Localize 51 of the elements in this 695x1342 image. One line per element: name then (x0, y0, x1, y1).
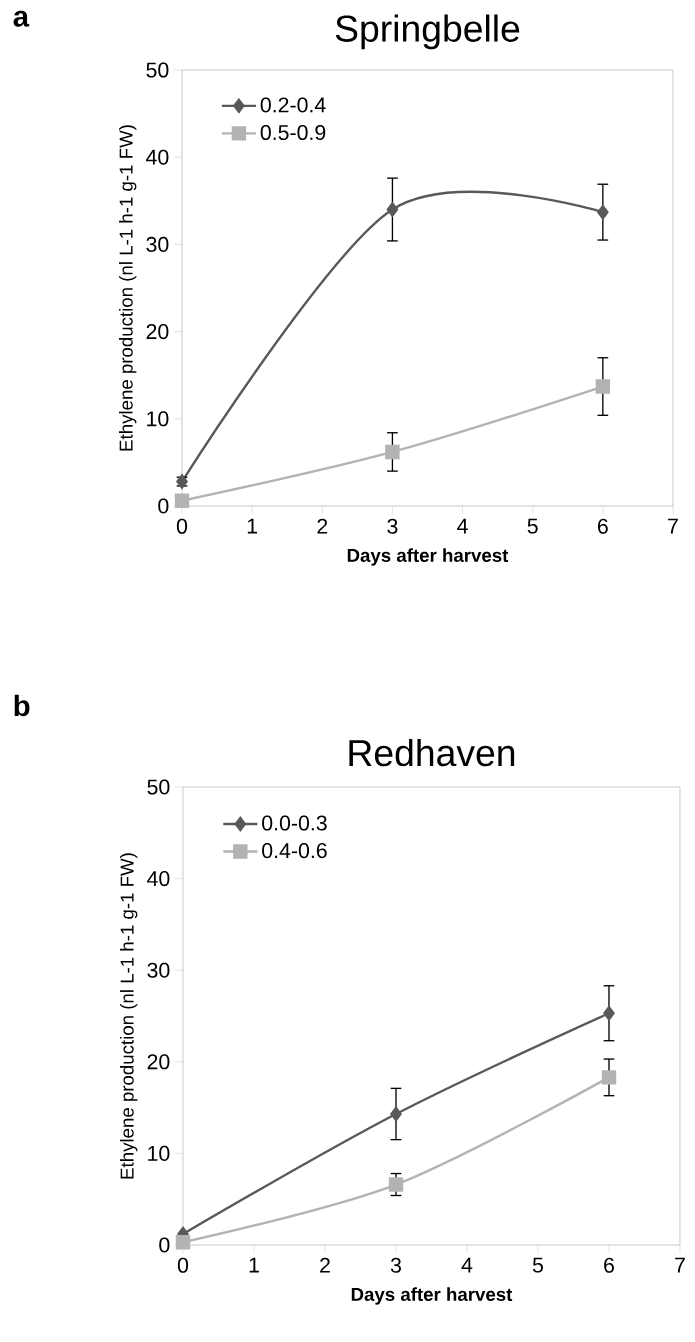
text: a (13, 10, 30, 27)
y-tick-label: 0 (158, 498, 169, 514)
y-tick-label: 50 (146, 62, 169, 78)
point (601, 1070, 617, 1085)
point (385, 444, 400, 460)
y-tick-label: 10 (148, 1145, 170, 1161)
x-tick-label: 7 (668, 518, 678, 534)
point (388, 1177, 404, 1192)
x-tick-label: 3 (387, 518, 398, 534)
x-tick-label: 0 (176, 518, 188, 534)
x-tick-label: 1 (247, 518, 258, 534)
x-tick-label: 6 (598, 518, 608, 534)
legend-label: 0.0-0.3 (262, 815, 327, 831)
x-tick-label: 6 (604, 1257, 614, 1273)
x-tick-label: 4 (457, 518, 468, 534)
point (175, 1235, 191, 1250)
chart-title: Redhaven (349, 738, 515, 767)
x-tick-label: 3 (390, 1257, 401, 1273)
point (603, 1006, 615, 1021)
x-tick-label: 2 (317, 518, 328, 534)
point (176, 474, 188, 489)
y-tick-label: 30 (147, 962, 170, 978)
x-axis-title: Days after harvest (351, 1287, 513, 1305)
point (597, 204, 609, 220)
y-axis-title: Ethylene production (nl L-1 h-1 g-1 FW) (120, 853, 138, 1179)
legend-label: 0.2-0.4 (260, 97, 326, 113)
y-axis-title: Ethylene production (nl L-1 h-1 g-1 FW) (119, 125, 137, 451)
legend-label: 0.5-0.9 (260, 124, 326, 141)
y-tick-label: 30 (146, 236, 169, 252)
y-tick-label: 10 (147, 411, 169, 427)
x-tick-label: 0 (177, 1257, 189, 1273)
point (390, 1106, 402, 1122)
point (595, 379, 611, 394)
x-tick-label: 1 (249, 1257, 259, 1273)
y-tick-label: 20 (146, 324, 169, 340)
text: b (14, 694, 30, 717)
y-tick-label: 50 (147, 779, 170, 795)
chart-title: Springbelle (335, 14, 520, 50)
x-axis-title: Days after harvest (347, 548, 509, 566)
point (386, 202, 399, 217)
x-tick-label: 7 (675, 1257, 685, 1273)
x-tick-label: 5 (532, 1257, 544, 1273)
x-tick-label: 2 (320, 1257, 330, 1273)
point (174, 493, 190, 508)
y-tick-label: 0 (159, 1237, 170, 1253)
y-tick-label: 20 (147, 1054, 170, 1070)
x-tick-label: 5 (527, 518, 538, 534)
legend-label: 0.4-0.6 (262, 843, 327, 859)
y-tick-label: 40 (146, 149, 169, 165)
y-tick-label: 40 (147, 871, 170, 887)
x-tick-label: 4 (461, 1257, 473, 1273)
